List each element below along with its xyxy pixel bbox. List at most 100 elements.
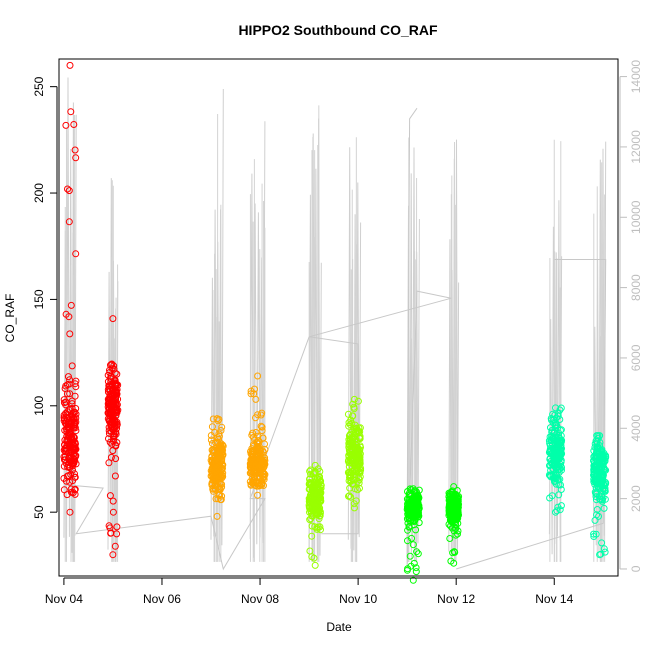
data-point — [62, 398, 70, 406]
data-point — [109, 315, 117, 323]
data-point — [66, 457, 74, 465]
data-point — [108, 360, 116, 368]
data-point — [350, 500, 358, 508]
data-point — [112, 379, 120, 387]
data-point — [106, 492, 114, 500]
data-point — [218, 492, 226, 500]
data-point — [554, 412, 562, 420]
data-point — [255, 462, 263, 470]
data-point — [591, 516, 599, 524]
data-point — [347, 493, 355, 501]
y-tick-label: 100 — [32, 395, 46, 415]
data-point — [62, 310, 70, 318]
data-point — [255, 445, 263, 453]
data-point — [592, 530, 600, 538]
data-point — [345, 492, 353, 500]
data-point — [71, 146, 79, 154]
data-point — [105, 410, 113, 418]
data-point — [108, 440, 116, 448]
data-point — [63, 381, 71, 389]
data-point — [107, 378, 115, 386]
y2-tick-label: 10000 — [629, 200, 643, 234]
data-points-layer — [60, 61, 610, 584]
data-point — [557, 486, 565, 493]
data-point — [350, 405, 358, 413]
data-point — [553, 452, 561, 460]
data-point — [218, 423, 226, 431]
data-point — [108, 365, 116, 373]
data-point — [450, 548, 458, 556]
data-point — [64, 437, 72, 445]
data-point — [110, 432, 118, 440]
data-point — [254, 491, 262, 499]
data-point — [212, 486, 219, 494]
data-point — [213, 415, 221, 423]
data-point — [348, 456, 355, 464]
data-point — [414, 493, 422, 500]
x-axis-label: Date — [326, 620, 352, 634]
data-point — [246, 460, 254, 468]
data-point — [72, 383, 80, 391]
data-point — [405, 489, 413, 497]
altitude-transit-line — [456, 259, 607, 570]
data-point — [71, 473, 79, 481]
data-point — [251, 385, 258, 393]
data-point — [548, 433, 556, 440]
data-point — [105, 522, 113, 530]
data-point — [64, 185, 71, 193]
data-point — [552, 414, 560, 422]
data-point — [601, 548, 609, 556]
data-point — [346, 484, 354, 492]
data-point — [406, 515, 413, 523]
data-point — [600, 463, 608, 471]
data-point — [450, 559, 458, 567]
data-point — [68, 362, 76, 370]
data-point — [62, 401, 70, 409]
data-point — [449, 506, 457, 514]
data-point — [316, 504, 324, 512]
data-point — [553, 507, 561, 515]
data-point — [311, 495, 319, 503]
data-point — [62, 459, 70, 467]
y2-axis: 0 2000 4000 6000 8000 10000 12000 14000 — [619, 60, 643, 572]
data-point — [72, 154, 80, 162]
data-point — [600, 545, 608, 553]
data-point — [349, 439, 356, 447]
data-point — [598, 496, 606, 504]
data-point — [404, 519, 412, 527]
data-point — [72, 414, 80, 422]
data-point — [554, 410, 562, 418]
data-point — [595, 512, 602, 520]
data-point — [258, 423, 266, 431]
data-point — [414, 550, 422, 558]
data-point — [255, 479, 263, 487]
data-point — [111, 397, 118, 405]
x-tick-label: Nov 10 — [339, 592, 377, 606]
altitude-profile — [448, 139, 460, 556]
data-point — [552, 471, 560, 479]
data-point — [113, 523, 121, 531]
y2-tick-label: 4000 — [629, 415, 643, 442]
data-point — [593, 506, 601, 513]
data-point — [67, 301, 75, 309]
data-point — [109, 551, 117, 559]
data-point — [66, 478, 74, 486]
data-point — [261, 454, 268, 462]
data-point — [62, 121, 70, 129]
data-point — [405, 514, 413, 522]
x-tick-label: Nov 08 — [241, 592, 279, 606]
data-point — [113, 422, 121, 430]
data-point — [317, 526, 324, 534]
data-point — [447, 522, 454, 530]
data-point — [409, 541, 417, 549]
data-point — [256, 469, 264, 477]
data-point — [598, 539, 606, 547]
x-tick-label: Nov 04 — [45, 592, 83, 606]
data-point — [257, 422, 265, 430]
data-point — [596, 551, 604, 559]
data-point — [406, 552, 414, 560]
data-point — [67, 485, 75, 493]
data-point — [547, 467, 555, 474]
data-point — [356, 458, 364, 466]
data-point — [344, 469, 352, 476]
